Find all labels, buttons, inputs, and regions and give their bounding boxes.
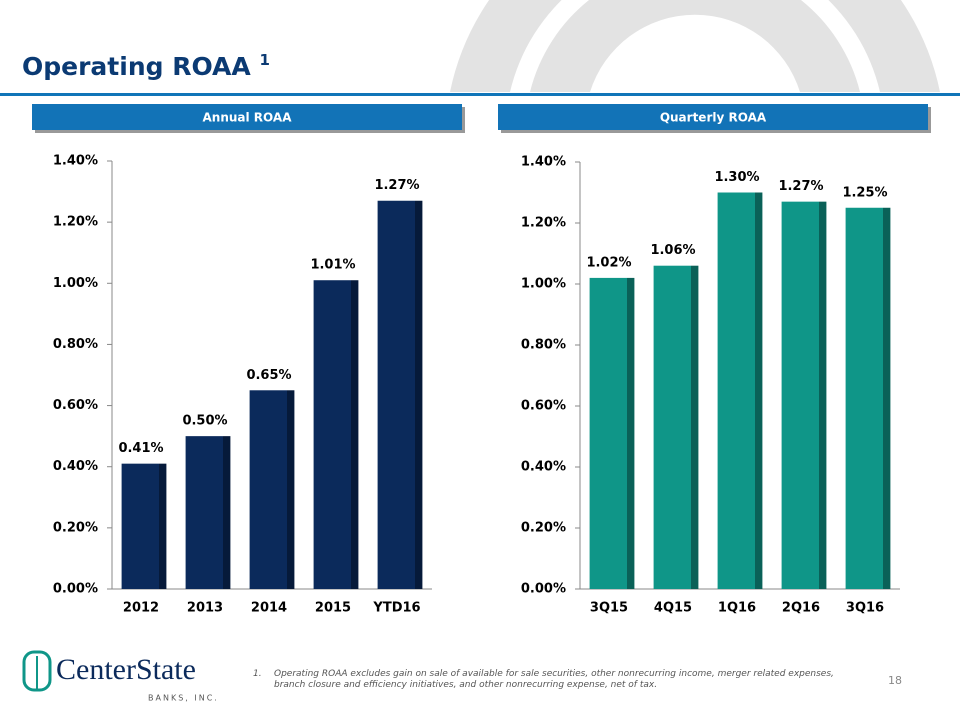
x-tick-label: 3Q15: [590, 601, 628, 616]
y-tick-label: 0.20%: [53, 520, 98, 535]
x-tick-label: 3Q16: [846, 601, 884, 616]
title-rule: [0, 93, 960, 96]
value-label: 1.27%: [374, 178, 419, 193]
logo-tagline: BANKS, INC.: [148, 694, 219, 703]
bar: [121, 463, 167, 589]
y-tick-label: 1.20%: [53, 215, 98, 230]
chart-title: Quarterly ROAA: [660, 111, 767, 125]
y-tick-label: 1.40%: [53, 154, 98, 169]
value-label: 1.27%: [778, 179, 823, 194]
value-label: 1.02%: [586, 255, 631, 270]
bar: [377, 200, 423, 589]
y-tick-label: 0.40%: [53, 459, 98, 474]
x-tick-label: 2015: [315, 601, 351, 616]
x-tick-label: 2013: [187, 601, 223, 616]
y-tick-label: 1.20%: [521, 216, 566, 231]
y-tick-label: 1.00%: [521, 277, 566, 292]
x-tick-label: 2012: [123, 601, 159, 616]
y-tick-label: 0.80%: [53, 337, 98, 352]
x-tick-label: YTD16: [372, 601, 420, 616]
y-tick-label: 0.20%: [521, 521, 566, 536]
bar: [653, 265, 699, 589]
value-label: 0.50%: [182, 414, 227, 429]
header-box: [32, 104, 462, 130]
bar: [717, 192, 763, 589]
footnote-marker: 1.: [253, 669, 262, 679]
y-tick-label: 1.40%: [521, 155, 566, 170]
y-tick-label: 0.00%: [521, 582, 566, 597]
y-tick-label: 1.00%: [53, 276, 98, 291]
bar: [313, 280, 359, 589]
value-label: 1.01%: [310, 258, 355, 273]
value-label: 1.30%: [714, 170, 759, 185]
header-box: [498, 104, 928, 130]
bar: [781, 201, 827, 589]
x-tick-label: 1Q16: [718, 601, 756, 616]
x-tick-label: 4Q15: [654, 601, 692, 616]
chart-title: Annual ROAA: [203, 111, 293, 125]
page-number: 18: [888, 674, 902, 687]
background-ornament: [450, 0, 940, 92]
x-tick-label: 2014: [251, 601, 287, 616]
bar: [589, 277, 635, 589]
y-tick-label: 0.00%: [53, 582, 98, 597]
value-label: 0.65%: [246, 368, 291, 383]
logo-name: CenterState: [56, 653, 196, 686]
y-tick-label: 0.80%: [521, 338, 566, 353]
value-label: 1.25%: [842, 185, 887, 200]
footnote: Operating ROAA excludes gain on sale of …: [274, 669, 834, 690]
bar: [845, 207, 891, 589]
y-tick-label: 0.60%: [521, 399, 566, 414]
x-tick-label: 2Q16: [782, 601, 820, 616]
bar: [185, 436, 231, 589]
y-tick-label: 0.40%: [521, 460, 566, 475]
logo: CenterState BANKS, INC.: [22, 650, 219, 703]
bar: [249, 390, 295, 589]
value-label: 1.06%: [650, 243, 695, 258]
value-label: 0.41%: [118, 441, 163, 456]
slide-title: Operating ROAA 1: [22, 51, 270, 82]
y-tick-label: 0.60%: [53, 398, 98, 413]
